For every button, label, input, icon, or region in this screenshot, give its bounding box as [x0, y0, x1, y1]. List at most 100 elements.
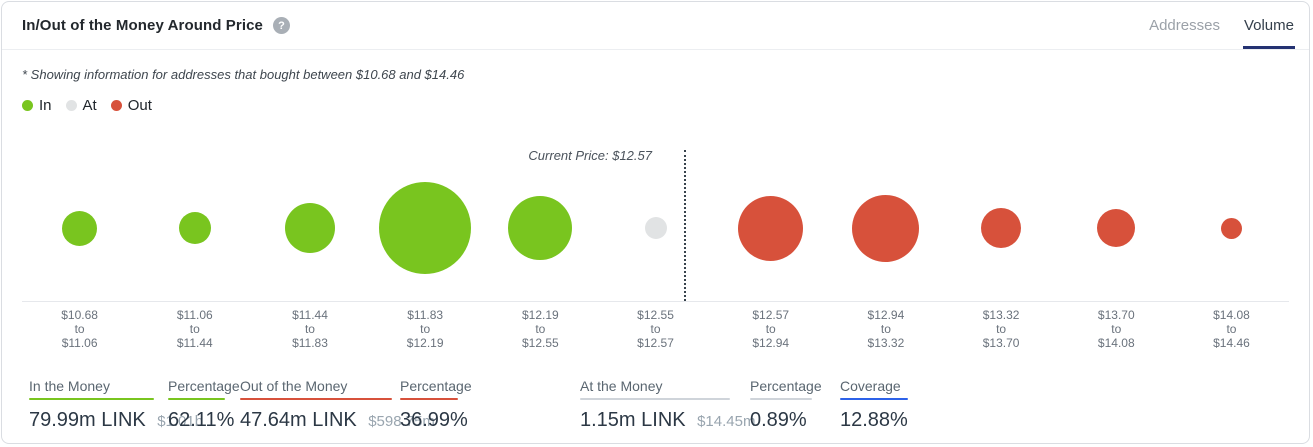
volume-bubble[interactable]	[284, 203, 335, 253]
price-range-label: $12.19 to $12.55	[483, 308, 598, 350]
range-from: $12.55	[637, 308, 674, 322]
stat-label: Percentage	[750, 378, 822, 394]
price-range-label: $14.08 to $14.46	[1174, 308, 1289, 350]
legend-dot-icon	[110, 100, 122, 111]
help-icon[interactable]: ?	[272, 17, 290, 34]
range-to-word: to	[1111, 322, 1122, 336]
volume-bubble[interactable]	[1220, 217, 1242, 239]
legend-item[interactable]: In	[22, 97, 52, 114]
range-to: $13.32	[867, 336, 905, 350]
stat-value: 12.88%	[840, 409, 908, 431]
bubble-cell	[1174, 126, 1289, 330]
volume-bubble[interactable]	[981, 208, 1022, 248]
stat-value: 79.99m LINK	[29, 409, 146, 431]
range-to: $12.94	[752, 336, 790, 350]
range-to-word: to	[765, 322, 776, 336]
range-from: $12.94	[867, 308, 905, 322]
range-to-word: to	[420, 322, 431, 336]
bubble-cell	[598, 126, 713, 330]
stat-value: 47.64m LINK	[240, 409, 357, 431]
volume-bubble[interactable]	[178, 212, 211, 244]
legend: In At Out	[22, 97, 1289, 114]
stat-underline	[840, 398, 908, 400]
stat-value: 36.99%	[400, 409, 468, 431]
range-to: $12.55	[521, 336, 559, 350]
price-range-label: $13.70 to $14.08	[1059, 308, 1174, 350]
volume-bubble[interactable]	[508, 196, 573, 260]
price-range-label: $11.06 to $11.44	[137, 308, 252, 350]
tab-volume[interactable]: Volume	[1242, 2, 1295, 49]
stat-column: Percentage 62.11%	[168, 378, 240, 432]
stat-column: Percentage 0.89%	[750, 378, 822, 432]
range-to: $14.46	[1213, 336, 1250, 350]
price-range-label: $11.44 to $11.83	[252, 308, 367, 350]
range-from: $12.57	[752, 308, 790, 322]
current-price-divider-line	[684, 150, 686, 301]
stat-value: 62.11%	[168, 409, 235, 431]
range-to-word: to	[74, 322, 85, 336]
range-to-word: to	[996, 322, 1007, 336]
stat-underline	[240, 398, 392, 400]
legend-item[interactable]: Out	[110, 97, 152, 114]
stat-underline	[750, 398, 812, 400]
range-from: $10.68	[61, 308, 98, 322]
volume-bubble[interactable]	[379, 182, 472, 274]
range-to-word: to	[535, 322, 546, 336]
range-from: $12.19	[521, 308, 559, 322]
bubble-cell	[944, 126, 1059, 330]
bubble-cell	[368, 126, 483, 330]
range-to: $11.44	[176, 336, 213, 350]
legend-label: In	[39, 97, 52, 114]
bubble-cell	[713, 126, 828, 330]
range-to: $14.08	[1097, 336, 1135, 350]
panel-title: In/Out of the Money Around Price	[22, 17, 263, 34]
bubble-cell	[22, 126, 137, 330]
stat-column: In the Money 79.99m LINK $1.01b	[29, 378, 203, 432]
range-from: $11.44	[292, 308, 328, 322]
stat-column: Percentage 36.99%	[400, 378, 472, 432]
range-from: $13.70	[1097, 308, 1135, 322]
range-to-word: to	[880, 322, 891, 336]
stat-label: In the Money	[29, 378, 110, 394]
stat-label: Percentage	[400, 378, 472, 394]
stat-label: Out of the Money	[240, 378, 348, 394]
stat-secondary-value: $1.01b	[157, 413, 204, 430]
tab-addresses[interactable]: Addresses	[1149, 17, 1220, 34]
price-range-label: $12.55 to $12.57	[598, 308, 713, 350]
range-to-word: to	[189, 322, 200, 336]
legend-dot-icon	[22, 100, 33, 111]
price-range-label: $10.68 to $11.06	[22, 308, 137, 350]
range-to: $11.06	[61, 336, 98, 350]
range-to: $12.19	[406, 336, 444, 350]
volume-bubble[interactable]	[852, 194, 920, 262]
legend-label: At	[82, 97, 97, 114]
stat-label: Coverage	[840, 378, 901, 394]
view-tabs: Addresses Volume	[1126, 2, 1295, 49]
range-to-word: to	[304, 322, 315, 336]
bubble-row	[22, 126, 1289, 330]
stat-column: At the Money 1.15m LINK $14.45m	[580, 378, 755, 432]
bubble-cell	[137, 126, 252, 330]
price-range-label: $13.32 to $13.70	[944, 308, 1059, 350]
stat-underline	[580, 398, 730, 400]
volume-bubble[interactable]	[62, 210, 98, 246]
stat-label: Percentage	[168, 378, 240, 394]
volume-bubble[interactable]	[738, 195, 804, 261]
stat-label: At the Money	[580, 378, 663, 394]
stat-value: 0.89%	[750, 409, 807, 431]
current-price-label: Current Price: $12.57	[528, 148, 652, 163]
volume-bubble[interactable]	[644, 217, 667, 239]
x-axis-line	[22, 301, 1289, 302]
stat-underline	[168, 398, 225, 400]
summary-stats: In the Money 79.99m LINK $1.01b Percenta…	[22, 378, 1289, 440]
range-from: $11.83	[407, 308, 444, 322]
range-to: $11.83	[292, 336, 328, 350]
volume-bubble[interactable]	[1097, 209, 1136, 247]
stat-secondary-value: $14.45m	[697, 413, 756, 430]
legend-item[interactable]: At	[65, 97, 97, 114]
bubble-cell	[1059, 126, 1174, 330]
legend-label: Out	[127, 97, 152, 114]
stat-column: Out of the Money 47.64m LINK $598.75m	[240, 378, 435, 432]
bubble-cell	[252, 126, 367, 330]
